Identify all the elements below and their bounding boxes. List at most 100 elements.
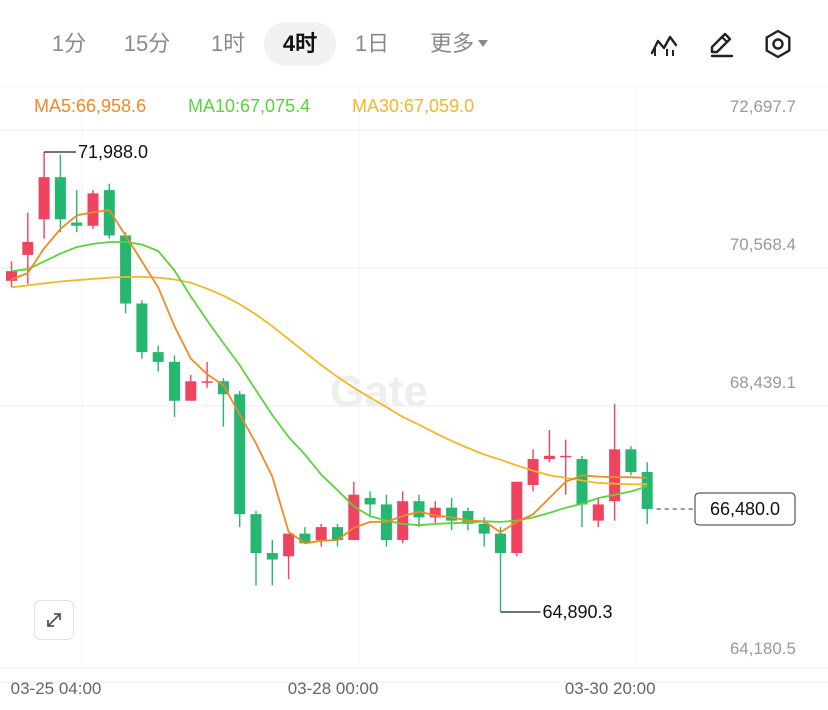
candle-body: [136, 303, 148, 353]
tab-1d[interactable]: 1日: [354, 31, 390, 56]
ma5-label: MA5:66,958.6: [34, 96, 147, 116]
candle: [136, 300, 148, 359]
more-label: 更多: [429, 31, 474, 56]
candle-body: [38, 177, 50, 220]
candle: [446, 497, 458, 531]
candle: [560, 439, 572, 495]
candle: [641, 462, 653, 524]
candle: [332, 523, 343, 547]
candle: [495, 527, 506, 612]
tab-4h[interactable]: 4时: [264, 22, 336, 66]
x-tick-label: 03-30 20:00: [565, 679, 656, 698]
candle-body: [478, 523, 490, 534]
candle-body: [217, 381, 229, 395]
candle-body: [315, 527, 327, 541]
candlestick-chart[interactable]: Gate 72,697.7 70,568.4 68,439.1 64,180.5 03-2…: [0, 86, 828, 710]
y-tick-label: 64,180.5: [730, 639, 796, 658]
candle-body: [152, 352, 164, 362]
candle: [364, 491, 376, 518]
candles: [6, 151, 653, 612]
candle: [38, 151, 50, 239]
ma30-line: [11, 275, 648, 486]
settings-button[interactable]: [760, 26, 796, 62]
candle: [299, 527, 311, 544]
indicator-icon: [650, 35, 678, 56]
candle: [429, 501, 441, 524]
candle-body: [527, 459, 539, 485]
settings-icon: [765, 29, 791, 59]
candle: [543, 429, 555, 463]
caret-down-icon: [478, 39, 488, 47]
candle: [625, 446, 637, 476]
candle: [234, 391, 246, 528]
candle-body: [576, 459, 588, 505]
candle-body: [592, 504, 604, 521]
y-tick-label: 72,697.7: [730, 97, 796, 116]
candle-body: [462, 510, 474, 524]
candle-body: [397, 501, 409, 541]
candle-body: [495, 533, 506, 554]
candle: [250, 510, 262, 586]
candle: [87, 190, 99, 229]
candle-body: [283, 533, 295, 557]
tab-1m[interactable]: 1分: [51, 31, 87, 56]
candle-body: [609, 449, 621, 502]
candle-body: [185, 381, 197, 401]
high-price-label: 71,988.0: [78, 142, 148, 162]
last-price-label: 66,480.0: [710, 499, 780, 519]
candle: [6, 261, 17, 288]
pencil-icon: [710, 32, 734, 58]
candle-body: [511, 481, 523, 554]
candle-body: [71, 222, 83, 226]
chart-area[interactable]: Gate 72,697.7 70,568.4 68,439.1 64,180.5 03-2…: [0, 86, 828, 710]
candle-body: [560, 455, 572, 458]
candle-body: [250, 514, 262, 554]
candle-body: [201, 381, 213, 383]
grid-lines: [0, 86, 828, 683]
candle-body: [348, 494, 360, 541]
expand-icon: [47, 613, 61, 627]
candle-body: [543, 455, 555, 460]
candle: [152, 345, 164, 372]
tab-15m[interactable]: 15分: [123, 31, 171, 56]
candle-body: [54, 177, 66, 220]
ma10-line: [11, 241, 648, 527]
candle-body: [103, 190, 115, 236]
ma10-label: MA10:67,075.4: [188, 96, 311, 116]
x-tick-label: 03-25 04:00: [11, 679, 102, 698]
candle-body: [266, 553, 278, 560]
candle: [511, 481, 523, 557]
indicator-button[interactable]: [645, 26, 681, 62]
candle-body: [169, 361, 180, 401]
fullscreen-button[interactable]: [34, 600, 74, 640]
candle-body: [625, 449, 637, 473]
tab-1h[interactable]: 1时: [210, 31, 246, 56]
candle: [397, 491, 409, 544]
candle-body: [641, 472, 653, 509]
y-tick-label: 68,439.1: [730, 373, 796, 392]
x-tick-label: 03-28 00:00: [288, 679, 379, 698]
candle-body: [446, 507, 458, 521]
candle-body: [332, 527, 343, 541]
candle: [462, 507, 474, 531]
watermark-text: Gate: [330, 367, 428, 416]
candle-body: [413, 501, 425, 518]
tab-more[interactable]: 更多: [418, 22, 500, 66]
ma5-line: [11, 209, 648, 545]
candle-body: [6, 271, 17, 281]
candle: [348, 481, 360, 541]
candle-body: [120, 235, 132, 304]
draw-button[interactable]: [703, 26, 739, 62]
candle-body: [299, 533, 311, 544]
low-price-label: 64,890.3: [543, 602, 613, 622]
timeframe-bar: 1分 15分 1时 4时 1日 更多: [0, 0, 828, 86]
candle: [576, 455, 588, 528]
candle: [120, 232, 132, 314]
candle-body: [87, 193, 99, 226]
candle: [283, 533, 295, 579]
ma30-label: MA30:67,059.0: [352, 96, 475, 116]
candle: [185, 374, 197, 401]
candle-body: [429, 507, 441, 518]
candle: [169, 355, 180, 417]
candle: [315, 523, 327, 547]
